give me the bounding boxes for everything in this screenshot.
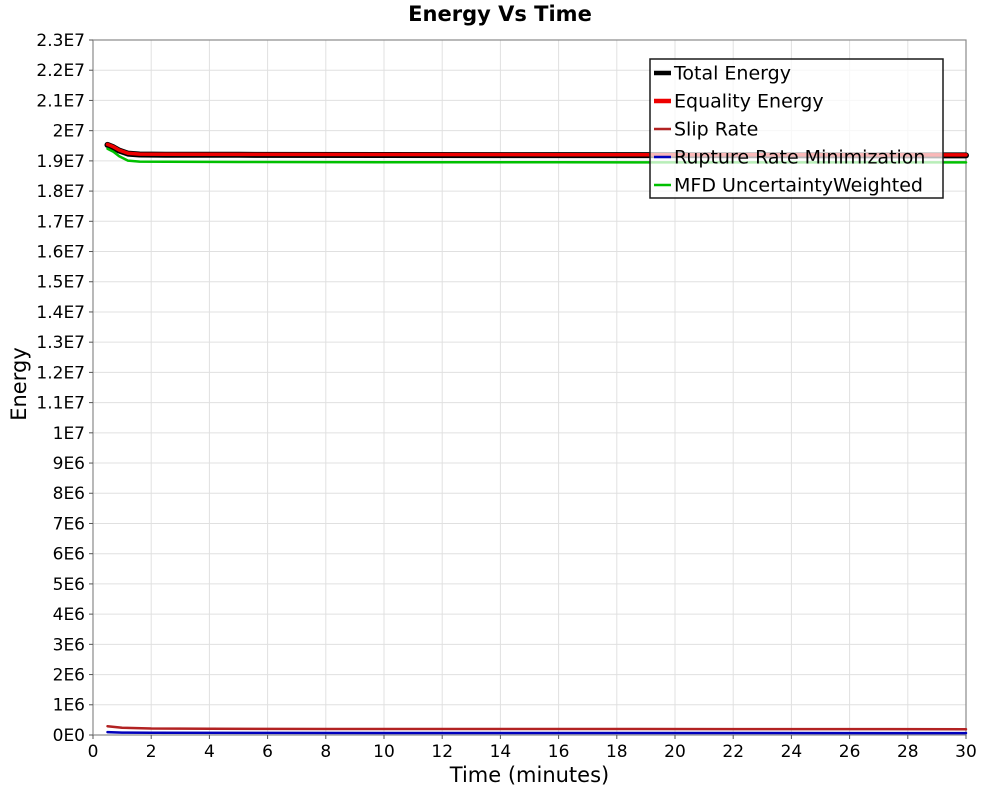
y-tick-label: 1.6E7 <box>36 242 85 262</box>
x-tick-label: 26 <box>839 742 861 762</box>
legend-entry: Total Energy <box>654 63 791 85</box>
series-line-equality-energy <box>105 142 968 157</box>
legend: Total Energy Equality Energy Slip Rate Rupt… <box>649 58 944 199</box>
y-tick-label: 9E6 <box>53 454 85 474</box>
y-tick-label: 7E6 <box>53 514 85 534</box>
legend-label: Rupture Rate Minimization <box>674 147 925 169</box>
y-tick-label: 2E7 <box>53 122 85 142</box>
x-tick-label: 2 <box>146 742 157 762</box>
x-tick-label: 24 <box>781 742 803 762</box>
x-tick-label: 30 <box>955 742 977 762</box>
y-tick-label: 2.2E7 <box>36 61 85 81</box>
y-tick-label: 1.2E7 <box>36 363 85 383</box>
x-tick-label: 16 <box>548 742 570 762</box>
legend-entry: Equality Energy <box>654 91 824 113</box>
y-tick-label: 5E6 <box>53 575 85 595</box>
y-tick-label: 1.7E7 <box>36 212 85 232</box>
legend-label: Total Energy <box>673 63 791 85</box>
x-tick-label: 28 <box>897 742 919 762</box>
legend-label: Slip Rate <box>674 119 758 141</box>
series-line-mfd-uncertaintyweighted <box>106 147 968 164</box>
plot-border <box>92 39 967 736</box>
y-tick-label: 8E6 <box>53 484 85 504</box>
legend-label: Equality Energy <box>674 91 824 113</box>
y-tick-label: 1.4E7 <box>36 303 85 323</box>
x-tick-label: 8 <box>320 742 331 762</box>
x-tick-label: 4 <box>204 742 215 762</box>
legend-box <box>649 58 944 199</box>
y-tick-label: 4E6 <box>53 605 85 625</box>
y-tick-label: 1E7 <box>53 424 85 444</box>
x-axis-title: Time (minutes) <box>449 763 610 787</box>
x-tick-label: 22 <box>722 742 744 762</box>
legend-entry: MFD UncertaintyWeighted <box>654 175 923 197</box>
x-tick-label: 6 <box>262 742 273 762</box>
legend-entry: Rupture Rate Minimization <box>654 147 925 169</box>
legend-label: MFD UncertaintyWeighted <box>674 175 923 197</box>
axis-ticks: 0 2 4 6 8 10 12 14 16 18 20 22 24 26 28 300E01E62E63E64… <box>36 31 976 762</box>
x-tick-label: 14 <box>490 742 512 762</box>
x-tick-label: 0 <box>88 742 99 762</box>
series-line-rupture-rate-minimization <box>106 730 968 735</box>
y-axis-title: Energy <box>7 347 31 421</box>
y-tick-label: 0E0 <box>53 726 85 746</box>
y-tick-label: 1.5E7 <box>36 273 85 293</box>
y-tick-label: 1.8E7 <box>36 182 85 202</box>
x-tick-label: 18 <box>606 742 628 762</box>
y-tick-label: 1.9E7 <box>36 152 85 172</box>
x-tick-label: 12 <box>431 742 453 762</box>
series-line-slip-rate <box>106 724 968 731</box>
y-tick-label: 6E6 <box>53 545 85 565</box>
chart-title: Energy Vs Time <box>408 2 592 26</box>
y-tick-label: 2.3E7 <box>36 31 85 51</box>
y-tick-label: 1.1E7 <box>36 394 85 414</box>
legend-entry: Slip Rate <box>654 119 758 141</box>
y-tick-label: 1E6 <box>53 696 85 716</box>
x-tick-label: 20 <box>664 742 686 762</box>
x-tick-label: 10 <box>373 742 395 762</box>
y-tick-label: 3E6 <box>53 635 85 655</box>
y-tick-label: 2.1E7 <box>36 91 85 111</box>
y-tick-label: 2E6 <box>53 666 85 686</box>
y-tick-label: 1.3E7 <box>36 333 85 353</box>
